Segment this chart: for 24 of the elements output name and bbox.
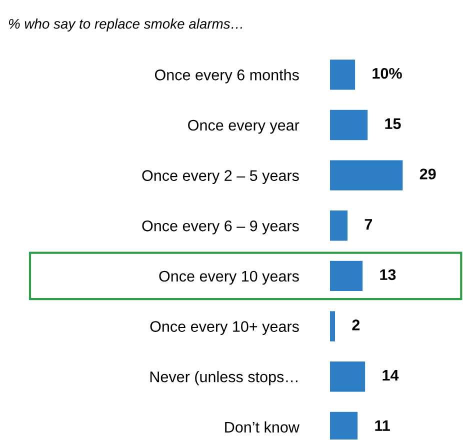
y-tick-label: Once every 10 years <box>159 270 299 285</box>
bar <box>330 210 348 241</box>
data-label: 14 <box>382 370 399 381</box>
data-label: 2 <box>352 320 360 330</box>
data-label: 10% <box>372 68 402 79</box>
y-tick-label: Don’t know <box>225 421 300 433</box>
data-label: 29 <box>420 168 436 180</box>
data-label: 13 <box>380 269 396 280</box>
y-tick-label: Once every 2 – 5 years <box>142 170 299 184</box>
y-tick-label: Once every 10+ years <box>150 321 299 335</box>
y-tick-label: Once every 6 – 9 years <box>142 220 299 234</box>
bar <box>330 160 403 190</box>
text: % who say to replace smoke alarms… <box>8 18 242 32</box>
bar <box>330 110 368 140</box>
bar <box>330 362 366 392</box>
bar <box>330 311 336 342</box>
data-label: 11 <box>375 420 390 431</box>
y-tick-label: Once every year <box>188 120 300 134</box>
y-tick-label: Never (unless stops… <box>150 371 298 386</box>
bar <box>330 260 363 292</box>
data-label: 7 <box>364 219 372 230</box>
data-label: 15 <box>385 118 401 130</box>
bar <box>330 60 356 90</box>
y-tick-label: Once every 6 months <box>154 69 299 84</box>
